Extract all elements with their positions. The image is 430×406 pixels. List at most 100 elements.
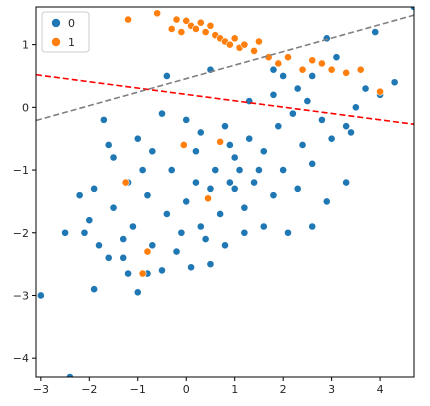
point-class-0-70 [177,228,186,237]
point-class-0-67 [293,184,302,193]
point-class-0-87 [293,84,302,93]
point-class-0-56 [279,166,288,174]
point-class-0-33 [308,72,317,80]
point-class-0-50 [288,109,297,118]
point-class-0-41 [90,184,99,193]
point-class-1-4 [177,28,186,36]
y-tick-label-0: −4 [13,352,29,365]
point-class-0-2 [133,288,142,297]
point-class-0-86 [279,72,288,80]
plot-frame [35,6,415,378]
point-class-0-5 [124,269,132,278]
x-tick-label-7: 4 [377,383,384,396]
point-class-0-54 [259,147,268,156]
point-class-0-88 [351,103,360,112]
x-tick-label-0: −3 [33,383,49,396]
point-class-1-21 [274,59,283,68]
legend-box [41,11,90,53]
point-class-0-18 [221,241,229,250]
point-class-0-38 [104,141,113,149]
point-class-0-61 [162,210,171,218]
point-class-0-55 [298,141,307,149]
point-class-1-26 [327,65,336,74]
lines-layer [36,14,414,126]
point-class-0-47 [221,122,229,131]
x-tick-label-6: 3 [328,383,335,396]
point-class-0-32 [332,53,341,62]
point-class-1-9 [201,28,210,36]
point-class-0-60 [143,191,152,200]
point-class-1-18 [250,47,258,55]
point-class-0-25 [347,128,355,137]
point-class-0-43 [148,147,157,156]
point-class-0-45 [182,115,191,124]
x-tick-label-5: 2 [280,383,287,396]
point-class-0-7 [187,263,195,272]
point-class-0-49 [269,90,278,99]
point-class-0-13 [172,247,181,256]
point-class-0-64 [230,184,239,193]
point-class-0-89 [129,222,137,231]
points-layer [36,7,414,377]
point-class-0-76 [308,159,317,168]
point-class-1-10 [206,21,215,30]
x-tick-label-1: −2 [81,383,97,396]
y-tick-label-4: 0 [22,101,29,114]
x-tick-label-3: 0 [183,383,190,396]
point-class-1-31 [179,141,188,149]
point-class-1-23 [298,65,307,74]
point-class-1-27 [342,68,351,77]
point-class-0-84 [75,191,84,200]
point-class-0-39 [133,134,142,143]
point-class-0-9 [148,241,157,250]
point-class-1-28 [356,65,365,74]
point-class-0-24 [342,178,351,187]
point-class-1-2 [172,15,181,24]
point-class-0-57 [211,166,220,174]
y-tick-label-2: −2 [13,227,29,240]
point-class-0-72 [255,166,263,174]
point-class-0-34 [269,65,278,74]
point-class-0-69 [240,203,249,212]
point-class-0-79 [138,166,147,174]
point-class-0-46 [196,128,205,137]
point-class-0-28 [390,78,399,87]
point-class-0-62 [182,197,191,206]
point-class-0-58 [192,178,200,187]
legend-marker-class-0 [51,18,61,28]
point-class-0-81 [225,141,234,149]
point-class-0-74 [225,178,234,187]
point-class-0-82 [274,122,283,131]
point-class-0-12 [119,235,128,243]
point-class-0-68 [216,210,225,218]
point-class-1-15 [230,34,239,43]
point-class-1-8 [196,18,205,27]
x-tick-label-4: 1 [231,383,238,396]
point-class-1-1 [153,9,162,18]
point-class-1-24 [308,56,317,65]
point-class-0-40 [109,153,118,162]
axes-layer: −3 −2 −1 0 1 2 3 4 −4 −3 −2 −1 0 1 [13,39,384,396]
point-class-1-30 [216,137,225,146]
point-class-1-22 [284,53,292,62]
point-class-1-17 [240,40,249,49]
plot-area [36,7,414,377]
point-class-0-17 [196,222,205,231]
point-class-0-20 [259,222,268,231]
point-class-0-78 [119,253,128,262]
y-tick-label-3: −1 [13,164,29,177]
point-class-0-1 [36,291,45,300]
point-class-0-3 [90,285,99,294]
legend-marker-class-1 [51,37,61,47]
point-class-0-10 [95,241,103,250]
x-tick-label-2: −1 [130,383,146,396]
point-class-0-15 [85,216,94,225]
point-class-0-21 [284,228,292,237]
point-class-0-11 [80,228,89,237]
point-class-0-75 [245,134,254,143]
point-class-0-14 [206,260,215,269]
point-class-0-53 [230,153,239,162]
point-class-1-7 [192,25,200,33]
point-class-0-37 [99,115,108,124]
